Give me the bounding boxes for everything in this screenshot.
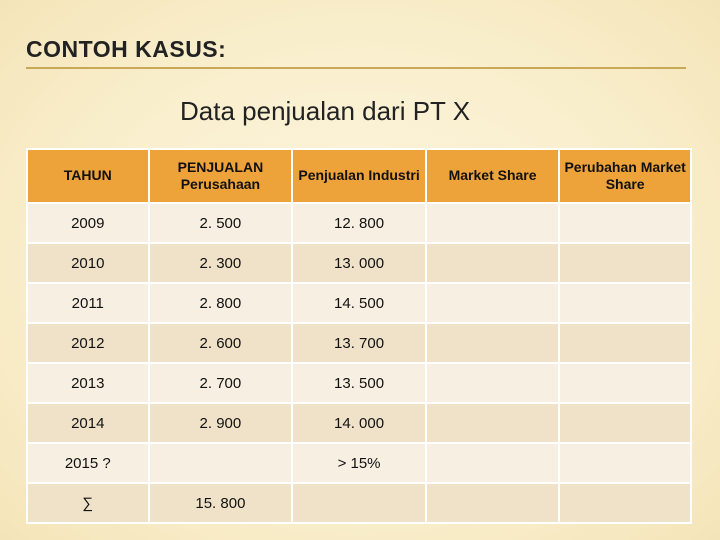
- cell-change: [559, 483, 691, 523]
- cell-company: 15. 800: [149, 483, 293, 523]
- table-row: 2011 2. 800 14. 500: [27, 283, 691, 323]
- cell-company: 2. 600: [149, 323, 293, 363]
- cell-market: [426, 203, 559, 243]
- cell-change: [559, 323, 691, 363]
- table-header-row: TAHUN PENJUALAN Perusahaan Penjualan Ind…: [27, 149, 691, 203]
- col-header-tahun: TAHUN: [27, 149, 149, 203]
- col-header-company: PENJUALAN Perusahaan: [149, 149, 293, 203]
- table-row: 2009 2. 500 12. 800: [27, 203, 691, 243]
- table-row: 2014 2. 900 14. 000: [27, 403, 691, 443]
- cell-change: [559, 403, 691, 443]
- cell-market: [426, 323, 559, 363]
- cell-industry: 12. 800: [292, 203, 426, 243]
- cell-change: [559, 243, 691, 283]
- cell-company: [149, 443, 293, 483]
- cell-industry: 14. 000: [292, 403, 426, 443]
- table-row: 2010 2. 300 13. 000: [27, 243, 691, 283]
- cell-company: 2. 900: [149, 403, 293, 443]
- cell-industry: [292, 483, 426, 523]
- col-header-change: Perubahan Market Share: [559, 149, 691, 203]
- cell-change: [559, 283, 691, 323]
- table-row: 2012 2. 600 13. 700: [27, 323, 691, 363]
- cell-market: [426, 363, 559, 403]
- cell-tahun: 2015 ?: [27, 443, 149, 483]
- cell-market: [426, 283, 559, 323]
- table-row: 2013 2. 700 13. 500: [27, 363, 691, 403]
- cell-tahun: 2014: [27, 403, 149, 443]
- cell-market: [426, 403, 559, 443]
- cell-market: [426, 443, 559, 483]
- cell-company: 2. 800: [149, 283, 293, 323]
- cell-industry: 13. 000: [292, 243, 426, 283]
- cell-tahun: 2013: [27, 363, 149, 403]
- cell-tahun: 2010: [27, 243, 149, 283]
- col-header-market: Market Share: [426, 149, 559, 203]
- cell-company: 2. 500: [149, 203, 293, 243]
- cell-industry: 14. 500: [292, 283, 426, 323]
- cell-market: [426, 483, 559, 523]
- table-row: 2015 ? > 15%: [27, 443, 691, 483]
- cell-industry: > 15%: [292, 443, 426, 483]
- cell-tahun: 2009: [27, 203, 149, 243]
- cell-tahun: 2011: [27, 283, 149, 323]
- cell-change: [559, 443, 691, 483]
- cell-market: [426, 243, 559, 283]
- col-header-industry: Penjualan Industri: [292, 149, 426, 203]
- cell-company: 2. 300: [149, 243, 293, 283]
- table-row: ∑ 15. 800: [27, 483, 691, 523]
- cell-industry: 13. 500: [292, 363, 426, 403]
- data-table: TAHUN PENJUALAN Perusahaan Penjualan Ind…: [26, 148, 692, 524]
- cell-company: 2. 700: [149, 363, 293, 403]
- cell-tahun: ∑: [27, 483, 149, 523]
- cell-tahun: 2012: [27, 323, 149, 363]
- subtitle: Data penjualan dari PT X: [180, 96, 470, 127]
- cell-industry: 13. 700: [292, 323, 426, 363]
- cell-change: [559, 203, 691, 243]
- cell-change: [559, 363, 691, 403]
- page-title: CONTOH KASUS:: [26, 36, 686, 69]
